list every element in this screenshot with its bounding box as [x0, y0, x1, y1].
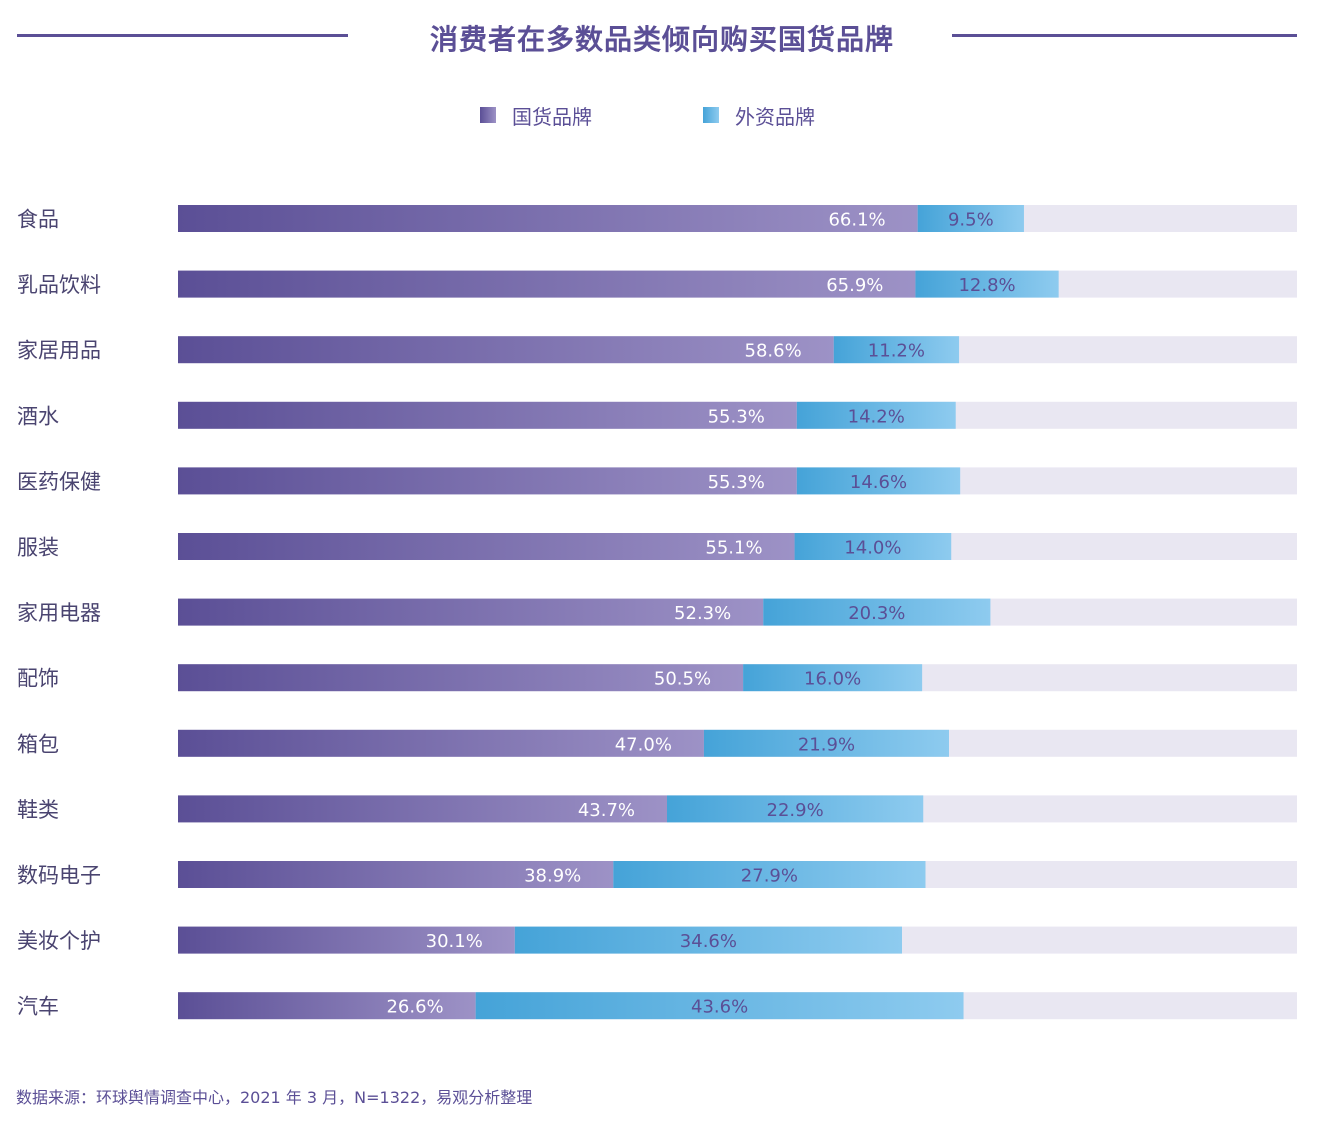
data-label-domestic: 30.1% — [426, 931, 483, 952]
data-label-domestic: 55.3% — [708, 472, 765, 493]
category-label: 服装 — [17, 536, 59, 560]
bar-foreign — [917, 205, 1024, 232]
data-label-foreign: 11.2% — [868, 341, 925, 362]
bar-foreign — [796, 467, 961, 495]
category-label: 家居用品 — [17, 339, 101, 363]
bar-foreign — [613, 861, 926, 888]
category-label: 美妆个护 — [17, 929, 101, 953]
data-label-foreign: 20.3% — [848, 603, 905, 624]
data-label-domestic: 38.9% — [524, 866, 581, 887]
data-label-foreign: 12.8% — [958, 275, 1015, 296]
legend-item-domestic: 国货品牌 — [480, 103, 592, 129]
data-label-foreign: 43.6% — [691, 997, 748, 1018]
data-label-foreign: 21.9% — [798, 734, 855, 755]
bar-foreign — [475, 992, 964, 1020]
data-label-domestic: 58.6% — [745, 341, 802, 362]
bar-domestic — [178, 992, 476, 1020]
data-label-domestic: 50.5% — [654, 669, 711, 690]
bar-foreign — [796, 401, 956, 429]
bars-group: 食品 66.1% 9.5% 乳品饮料 65.9% 12.8% 家居用品 58.6% 11.2% 酒… — [17, 205, 1297, 1020]
bar-domestic — [178, 205, 918, 232]
bar-foreign — [667, 795, 924, 823]
source-note: 数据来源：环球舆情调查中心，2021 年 3 月，N=1322，易观分析整理 — [16, 1088, 533, 1107]
bar-domestic — [178, 336, 834, 364]
category-label: 数码电子 — [17, 864, 101, 888]
data-label-domestic: 55.1% — [705, 538, 762, 559]
bar-foreign — [763, 598, 991, 626]
data-label-foreign: 22.9% — [767, 800, 824, 821]
legend-item-foreign: 外资品牌 — [703, 103, 815, 129]
bar-domestic — [178, 533, 795, 560]
title-line-left — [17, 34, 348, 37]
bar-domestic — [178, 401, 797, 429]
category-label: 鞋类 — [17, 798, 59, 822]
bar-foreign — [514, 926, 902, 954]
bar-domestic — [178, 467, 797, 495]
bar-foreign — [703, 729, 949, 757]
data-label-foreign: 14.6% — [850, 472, 907, 493]
bar-domestic — [178, 795, 668, 823]
data-label-domestic: 65.9% — [826, 275, 883, 296]
bar-foreign — [743, 664, 923, 692]
data-label-domestic: 26.6% — [386, 997, 443, 1018]
title-line-right — [952, 34, 1297, 37]
category-label: 配饰 — [17, 667, 59, 691]
category-label: 乳品饮料 — [17, 273, 101, 297]
bar-domestic — [178, 926, 515, 954]
category-label: 箱包 — [17, 732, 59, 756]
bar-domestic — [178, 664, 744, 692]
category-label: 家用电器 — [17, 601, 101, 625]
bar-domestic — [178, 861, 614, 888]
chart-title: 消费者在多数品类倾向购买国货品牌 — [429, 23, 894, 56]
legend-label-domestic: 国货品牌 — [512, 104, 592, 129]
bar-foreign — [833, 336, 960, 364]
data-label-domestic: 43.7% — [578, 800, 635, 821]
data-label-foreign: 34.6% — [680, 931, 737, 952]
data-label-domestic: 47.0% — [615, 734, 672, 755]
legend-label-foreign: 外资品牌 — [735, 104, 815, 129]
bar-domestic — [178, 598, 764, 626]
legend-swatch-domestic — [480, 107, 496, 123]
data-label-domestic: 66.1% — [828, 210, 885, 231]
category-label: 酒水 — [17, 404, 59, 428]
category-label: 食品 — [17, 208, 59, 232]
data-label-domestic: 52.3% — [674, 603, 731, 624]
data-label-domestic: 55.3% — [708, 406, 765, 427]
bar-foreign — [915, 270, 1059, 298]
data-label-foreign: 14.2% — [848, 406, 905, 427]
data-label-foreign: 16.0% — [804, 669, 861, 690]
legend-swatch-foreign — [703, 107, 719, 123]
data-label-foreign: 14.0% — [844, 538, 901, 559]
bar-domestic — [178, 729, 704, 757]
bar-foreign — [794, 533, 952, 560]
data-label-foreign: 9.5% — [948, 210, 994, 231]
data-label-foreign: 27.9% — [741, 866, 798, 887]
bar-domestic — [178, 270, 916, 298]
category-label: 医药保健 — [17, 470, 101, 494]
category-label: 汽车 — [17, 995, 59, 1019]
